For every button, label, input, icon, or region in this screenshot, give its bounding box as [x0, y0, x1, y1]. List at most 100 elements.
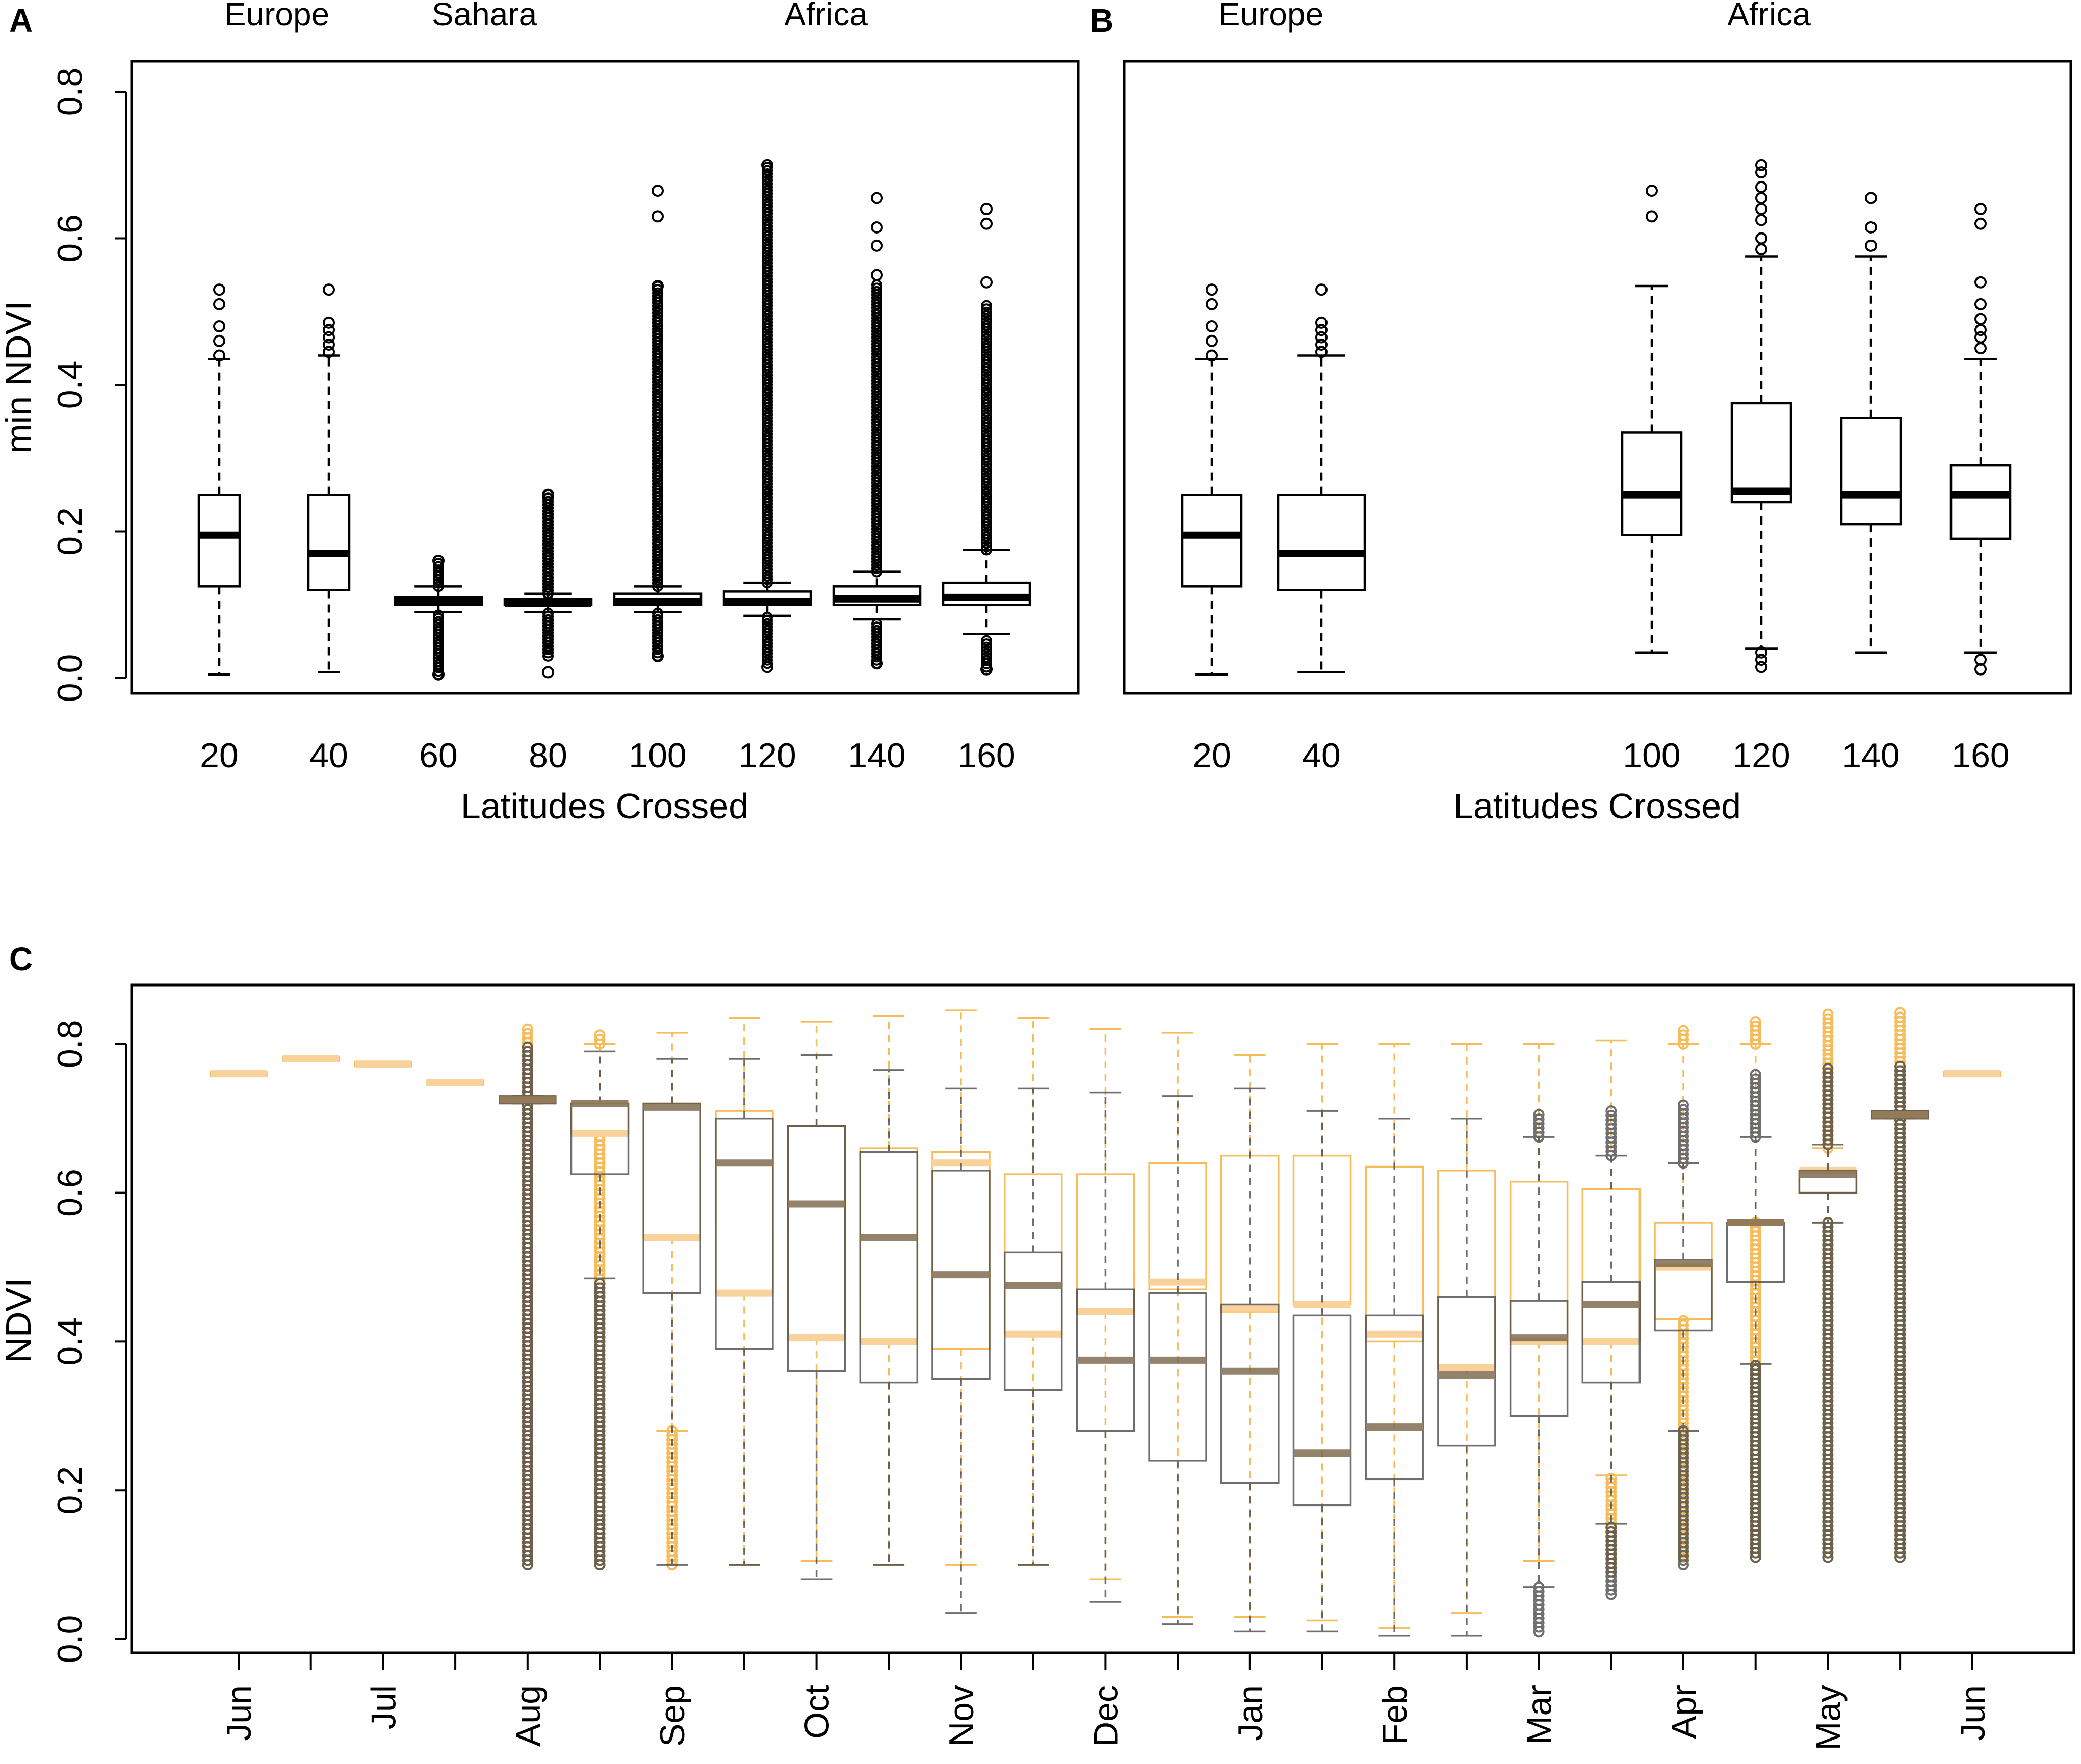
y-tick-label: 0.8	[50, 1020, 89, 1069]
outlier-point	[1750, 1073, 1761, 1085]
outlier-point	[1315, 283, 1328, 296]
box-body	[787, 1125, 846, 1372]
box-slot-6	[642, 1058, 701, 1566]
x-tick-label: 140	[848, 736, 905, 775]
x-tick-label: Feb	[1375, 1685, 1414, 1745]
x-axis-title-a: Latitudes Crossed	[461, 786, 748, 826]
outlier-point	[1206, 283, 1218, 296]
outlier-point	[1822, 1013, 1834, 1025]
outlier-point	[871, 282, 882, 294]
y-tick-label: 0.2	[50, 1466, 89, 1515]
outlier-point	[1894, 1065, 1906, 1077]
outlier-point	[1315, 338, 1328, 351]
box-body	[1654, 1222, 1713, 1320]
outlier-point	[1605, 1526, 1617, 1538]
box-body	[1654, 1259, 1713, 1332]
x-tick-label: Dec	[1086, 1685, 1125, 1747]
box-20	[1181, 283, 1243, 676]
x-tick-label: 60	[419, 736, 458, 775]
y-tick-label: 0.4	[50, 361, 89, 409]
box-body	[1003, 1251, 1063, 1391]
box-body	[1621, 431, 1683, 536]
box-slot-20	[1654, 1099, 1713, 1571]
outlier-point	[1206, 334, 1218, 347]
outlier-point	[213, 334, 225, 347]
outlier-point	[1755, 654, 1767, 666]
outlier-point	[522, 1046, 533, 1057]
outlier-point	[761, 159, 773, 171]
outlier-point	[1678, 1104, 1689, 1116]
x-tick-label: 20	[1192, 736, 1231, 775]
outlier-point	[652, 210, 664, 223]
x-tick-label: Jul	[364, 1685, 403, 1729]
box-body	[1292, 1314, 1352, 1507]
x-tick-label: 20	[200, 736, 239, 775]
box-slot-14	[1220, 1087, 1280, 1633]
box-slot-4	[499, 1041, 557, 1571]
box-body	[1181, 494, 1243, 588]
box-40	[1277, 283, 1366, 673]
x-tick-label: 100	[629, 736, 686, 775]
outlier-point	[522, 1041, 533, 1053]
outlier-point	[1974, 298, 1987, 310]
box-body	[1277, 494, 1366, 591]
outlier-point	[433, 616, 444, 628]
panel-label-c: C	[9, 941, 33, 977]
outlier-point	[1605, 1109, 1617, 1121]
x-tick-label: 160	[1952, 736, 2009, 775]
outlier-point	[1894, 1011, 1906, 1023]
box-body	[859, 1151, 919, 1384]
box-body	[787, 1125, 846, 1339]
box-slot-15	[1292, 1110, 1352, 1633]
region-label: Africa	[1727, 0, 1811, 33]
outlier-point	[1678, 1025, 1689, 1036]
x-tick-label: Aug	[509, 1685, 548, 1747]
outlier-point	[1755, 646, 1767, 659]
box-slot-24	[1943, 1070, 2001, 1078]
outlier-point	[980, 663, 993, 676]
box-60	[394, 555, 483, 681]
box-body	[1840, 417, 1902, 526]
outlier-point	[1894, 1060, 1906, 1072]
panel-b: B Europe Africa 20 40 100 120 140 160 Latitude…	[1090, 0, 2072, 826]
outlier-point	[1894, 1119, 1906, 1130]
outlier-point	[1315, 331, 1328, 344]
outlier-point	[981, 303, 992, 315]
outlier-point	[213, 298, 225, 310]
outlier-point	[522, 1104, 533, 1116]
outlier-point	[652, 650, 664, 662]
outlier-point	[871, 269, 883, 281]
outlier-point	[1678, 1029, 1689, 1041]
outlier-point	[323, 324, 335, 336]
outlier-point	[1755, 192, 1767, 204]
x-tick-label: Apr	[1664, 1685, 1703, 1739]
box-slot-23	[1871, 1060, 1929, 1563]
outlier-point	[1750, 1360, 1761, 1371]
box-slot-5	[570, 1050, 630, 1571]
outlier-point	[323, 346, 335, 358]
outlier-point	[1822, 1008, 1834, 1020]
x-tick-label: 80	[529, 736, 567, 775]
x-tick-label: Jun	[1954, 1685, 1992, 1741]
outlier-point	[213, 349, 225, 362]
outlier-point	[1750, 1069, 1761, 1080]
box-body	[1730, 402, 1792, 504]
y-tick-label: 0.8	[50, 68, 89, 116]
box-slot-19	[1581, 1105, 1641, 1600]
box-body	[1509, 1300, 1569, 1417]
box-slot-13	[1148, 1032, 1207, 1618]
outlier-point	[652, 279, 664, 292]
y-tick-label: 0.2	[50, 507, 89, 556]
box-body	[1148, 1292, 1207, 1462]
box-body	[1365, 1314, 1424, 1481]
outlier-point	[1974, 324, 1987, 336]
box-140	[832, 192, 922, 670]
box-body	[1798, 1170, 1858, 1194]
x-tick-label: 160	[957, 736, 1015, 775]
outlier-point	[980, 217, 993, 230]
outlier-point	[871, 286, 882, 297]
box-slot-3	[426, 1079, 484, 1086]
box-body	[1949, 464, 2012, 540]
box-20	[197, 283, 241, 676]
